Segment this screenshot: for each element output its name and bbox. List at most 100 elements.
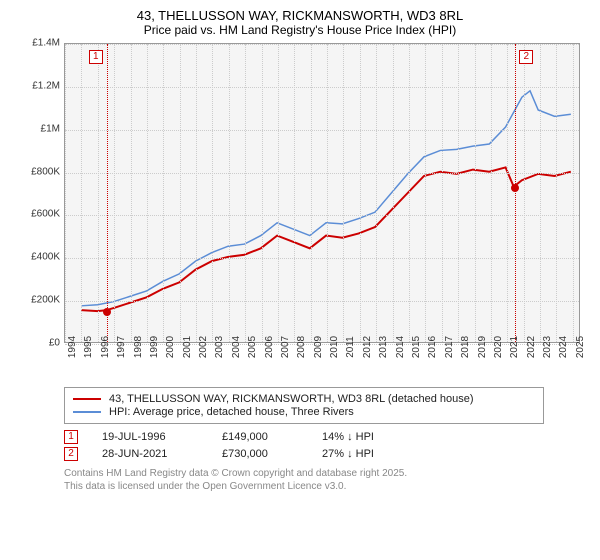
x-axis-label: 2021 xyxy=(509,336,520,358)
grid-line-horizontal xyxy=(65,173,579,174)
legend-swatch xyxy=(73,411,101,413)
sale-dot xyxy=(103,308,111,316)
grid-line-vertical xyxy=(556,44,557,342)
grid-line-vertical xyxy=(507,44,508,342)
grid-line-horizontal xyxy=(65,301,579,302)
sale-row: 1 19-JUL-1996£149,00014% ↓ HPI xyxy=(64,430,588,444)
y-axis-label: £400K xyxy=(31,252,60,263)
sale-marker-id: 1 xyxy=(64,430,78,444)
grid-line-vertical xyxy=(376,44,377,342)
legend-box: 43, THELLUSSON WAY, RICKMANSWORTH, WD3 8… xyxy=(64,387,544,424)
marker-label: 2 xyxy=(519,50,533,64)
series-hpi xyxy=(81,91,571,306)
legend-row: HPI: Average price, detached house, Thre… xyxy=(73,406,535,418)
sale-date: 19-JUL-1996 xyxy=(102,431,222,443)
x-axis-label: 1997 xyxy=(116,336,127,358)
x-axis-label: 2002 xyxy=(198,336,209,358)
grid-line-vertical xyxy=(114,44,115,342)
grid-line-horizontal xyxy=(65,44,579,45)
footer-line: This data is licensed under the Open Gov… xyxy=(64,480,588,493)
chart-area: 12 £0£200K£400K£600K£800K£1M£1.2M£1.4M19… xyxy=(20,43,580,383)
grid-line-vertical xyxy=(294,44,295,342)
grid-line-vertical xyxy=(343,44,344,342)
line-series-svg xyxy=(65,44,579,342)
x-axis-label: 1994 xyxy=(67,336,78,358)
marker-line xyxy=(515,44,516,342)
x-axis-label: 1995 xyxy=(83,336,94,358)
x-axis-label: 2025 xyxy=(575,336,586,358)
x-axis-label: 2013 xyxy=(378,336,389,358)
grid-line-vertical xyxy=(360,44,361,342)
y-axis-label: £1.2M xyxy=(32,80,60,91)
grid-line-vertical xyxy=(163,44,164,342)
grid-line-vertical xyxy=(212,44,213,342)
x-axis-label: 1998 xyxy=(133,336,144,358)
grid-line-vertical xyxy=(262,44,263,342)
x-axis-label: 2004 xyxy=(231,336,242,358)
y-axis-label: £200K xyxy=(31,295,60,306)
sale-delta-hpi: 27% ↓ HPI xyxy=(322,448,442,460)
grid-line-horizontal xyxy=(65,87,579,88)
x-axis-label: 2009 xyxy=(313,336,324,358)
grid-line-vertical xyxy=(311,44,312,342)
sale-dot xyxy=(511,184,519,192)
grid-line-vertical xyxy=(540,44,541,342)
grid-line-horizontal xyxy=(65,215,579,216)
x-axis-label: 2006 xyxy=(264,336,275,358)
grid-line-vertical xyxy=(425,44,426,342)
grid-line-vertical xyxy=(573,44,574,342)
x-axis-label: 2017 xyxy=(444,336,455,358)
grid-line-vertical xyxy=(524,44,525,342)
marker-line xyxy=(107,44,108,342)
grid-line-vertical xyxy=(81,44,82,342)
footer-attribution: Contains HM Land Registry data © Crown c… xyxy=(64,467,588,493)
x-axis-label: 2012 xyxy=(362,336,373,358)
sale-delta-hpi: 14% ↓ HPI xyxy=(322,431,442,443)
grid-line-vertical xyxy=(475,44,476,342)
y-axis-label: £0 xyxy=(49,338,60,349)
x-axis-label: 2000 xyxy=(165,336,176,358)
sales-table: 1 19-JUL-1996£149,00014% ↓ HPI 2 28-JUN-202… xyxy=(64,430,588,461)
chart-container: 43, THELLUSSON WAY, RICKMANSWORTH, WD3 8… xyxy=(0,0,600,560)
x-axis-label: 2023 xyxy=(542,336,553,358)
y-axis-label: £1.4M xyxy=(32,38,60,49)
x-axis-label: 2003 xyxy=(214,336,225,358)
x-axis-label: 2005 xyxy=(247,336,258,358)
sale-price: £149,000 xyxy=(222,431,322,443)
y-axis-label: £800K xyxy=(31,166,60,177)
grid-line-vertical xyxy=(98,44,99,342)
x-axis-label: 2022 xyxy=(526,336,537,358)
grid-line-vertical xyxy=(229,44,230,342)
grid-line-vertical xyxy=(278,44,279,342)
sale-row: 2 28-JUN-2021£730,00027% ↓ HPI xyxy=(64,447,588,461)
grid-line-vertical xyxy=(393,44,394,342)
grid-line-vertical xyxy=(180,44,181,342)
grid-line-vertical xyxy=(196,44,197,342)
x-axis-label: 2015 xyxy=(411,336,422,358)
x-axis-label: 2018 xyxy=(460,336,471,358)
footer-line: Contains HM Land Registry data © Crown c… xyxy=(64,467,588,480)
x-axis-label: 2016 xyxy=(427,336,438,358)
sale-date: 28-JUN-2021 xyxy=(102,448,222,460)
y-axis-label: £1M xyxy=(41,123,60,134)
sale-marker-id: 2 xyxy=(64,447,78,461)
x-axis-label: 1999 xyxy=(149,336,160,358)
grid-line-horizontal xyxy=(65,258,579,259)
marker-label: 1 xyxy=(89,50,103,64)
grid-line-vertical xyxy=(131,44,132,342)
y-axis-label: £600K xyxy=(31,209,60,220)
chart-title: 43, THELLUSSON WAY, RICKMANSWORTH, WD3 8… xyxy=(12,8,588,23)
x-axis-label: 1996 xyxy=(100,336,111,358)
grid-line-vertical xyxy=(327,44,328,342)
legend-row: 43, THELLUSSON WAY, RICKMANSWORTH, WD3 8… xyxy=(73,393,535,405)
grid-line-vertical xyxy=(491,44,492,342)
sale-price: £730,000 xyxy=(222,448,322,460)
grid-line-vertical xyxy=(147,44,148,342)
legend-label: 43, THELLUSSON WAY, RICKMANSWORTH, WD3 8… xyxy=(109,393,474,405)
legend-swatch xyxy=(73,398,101,400)
x-axis-label: 2001 xyxy=(182,336,193,358)
grid-line-vertical xyxy=(442,44,443,342)
grid-line-vertical xyxy=(458,44,459,342)
x-axis-label: 2008 xyxy=(296,336,307,358)
chart-subtitle: Price paid vs. HM Land Registry's House … xyxy=(12,23,588,37)
